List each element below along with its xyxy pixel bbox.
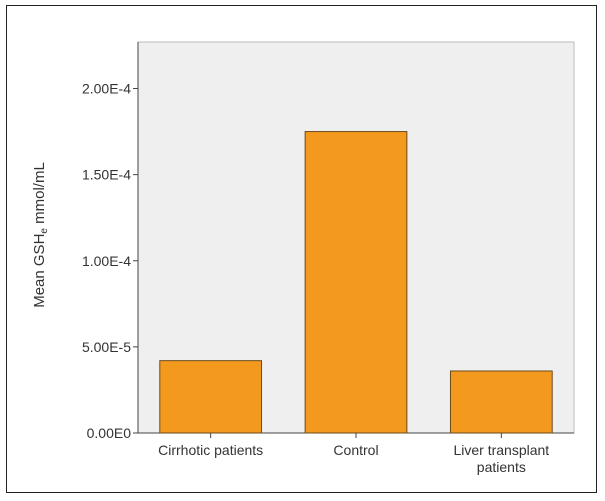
bar (304, 131, 408, 434)
x-tick-label: patients (477, 459, 526, 475)
bar (159, 360, 263, 434)
y-axis-title-subscript: e (39, 228, 50, 234)
y-tick-label: 0.00E0 (87, 425, 132, 441)
bar (449, 370, 553, 434)
x-tick-label: Liver transplant (453, 442, 549, 458)
y-axis-title: Mean GSHe mmol/mL (31, 162, 50, 308)
x-tick-label: Control (333, 442, 378, 458)
y-tick-label: 1.50E-4 (82, 167, 131, 183)
y-tick-label: 2.00E-4 (82, 81, 131, 97)
y-tick-label: 5.00E-5 (82, 339, 131, 355)
y-tick-label: 1.00E-4 (82, 253, 131, 269)
y-axis-title-unit: mmol/mL (31, 162, 48, 228)
x-tick-label: Cirrhotic patients (158, 442, 263, 458)
x-axis-labels: Cirrhotic patients Control Liver transplan… (158, 433, 549, 475)
y-axis-title-main: Mean GSH (31, 234, 48, 308)
bars (159, 131, 553, 434)
